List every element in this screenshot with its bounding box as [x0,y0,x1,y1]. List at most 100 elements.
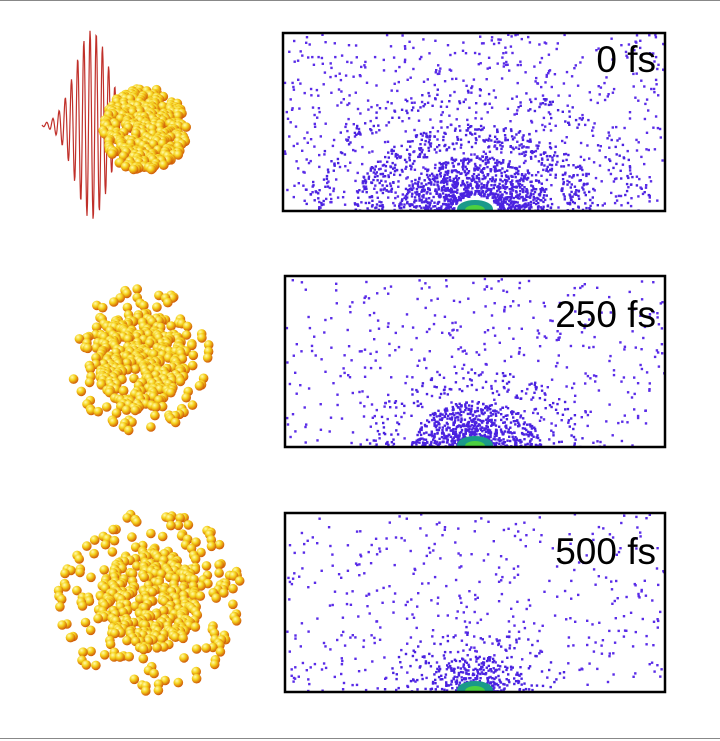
photon-hit [408,187,412,191]
photon-hit [648,389,651,392]
photon-hit [441,534,444,537]
photon-hit [415,205,418,208]
photon-hit [379,188,382,191]
photon-hit [486,329,490,332]
atom [214,539,225,550]
photon-hit [430,430,433,433]
photon-hit [461,161,465,164]
photon-hit [522,145,525,148]
photon-hit [438,442,441,446]
photon-hit [648,388,651,391]
photon-hit [422,193,425,197]
photon-hit [283,150,287,153]
photon-hit [320,203,323,207]
photon-hit [453,129,457,132]
photon-hit [345,138,348,141]
photon-hit [631,175,634,179]
photon-hit [528,207,531,210]
photon-hit [479,427,482,430]
photon-hit [364,295,367,298]
photon-hit [473,153,476,156]
photon-hit [370,181,373,184]
photon-hit [620,44,623,47]
photon-hit [486,417,490,420]
photon-hit [461,165,465,168]
photon-hit [488,145,491,148]
photon-hit [307,387,311,390]
photon-hit [374,537,378,540]
photon-hit [611,126,614,129]
photon-hit [506,430,510,434]
photon-hit [598,621,601,624]
photon-hit [635,34,639,37]
photon-hit [458,388,461,391]
photon-hit [483,331,487,334]
photon-hit [390,187,394,190]
photon-hit [413,199,416,202]
photon-hit [527,433,530,437]
photon-hit [389,171,392,175]
photon-hit [645,184,648,187]
photon-hit [571,200,575,204]
photon-hit [334,74,337,78]
photon-hit [519,538,522,542]
photon-hit [440,179,444,183]
photon-hit [573,193,576,196]
photon-hit [490,139,493,142]
photon-hit [496,141,499,144]
photon-hit [429,145,432,148]
photon-hit [285,326,289,330]
photon-hit [369,352,372,355]
photon-hit [627,186,630,189]
photon-hit [549,197,552,201]
photon-hit [592,538,595,542]
photon-hit [503,190,507,194]
photon-hit [481,171,484,174]
photon-hit [321,62,324,65]
photon-hit [574,620,577,623]
photon-hit [405,177,408,180]
photon-hit [404,381,407,385]
photon-hit [589,98,593,102]
photon-hit [648,313,652,316]
photon-hit [530,206,533,209]
photon-hit [529,423,532,426]
photon-hit [539,103,542,106]
photon-hit [313,125,317,128]
photon-hit [608,359,611,363]
photon-hit [305,158,308,161]
photon-hit [468,177,471,180]
atom [206,541,217,552]
atom [122,302,133,313]
photon-hit [418,441,421,444]
photon-hit [521,658,524,661]
photon-hit [532,316,535,319]
photon-hit [499,194,502,197]
photon-hit [475,138,478,142]
photon-hit [620,177,623,180]
photon-hit [492,423,495,426]
photon-hit [545,194,548,197]
photon-hit [622,635,626,638]
photon-hit [433,314,437,317]
photon-hit [599,440,602,444]
photon-hit [527,202,530,205]
photon-hit [545,98,548,101]
photon-hit [317,55,320,59]
atom [77,601,88,611]
photon-hit [315,88,319,92]
photon-hit [473,635,476,638]
photon-hit [370,195,374,199]
photon-hit [382,58,385,62]
photon-hit [443,434,446,437]
photon-hit [291,107,294,110]
photon-hit [468,193,471,196]
photon-hit [578,164,582,168]
photon-hit [412,616,416,619]
photon-hit [587,636,591,639]
photon-hit [419,402,423,406]
photon-hit [468,160,471,163]
photon-hit [369,366,373,370]
photon-hit [656,664,659,667]
